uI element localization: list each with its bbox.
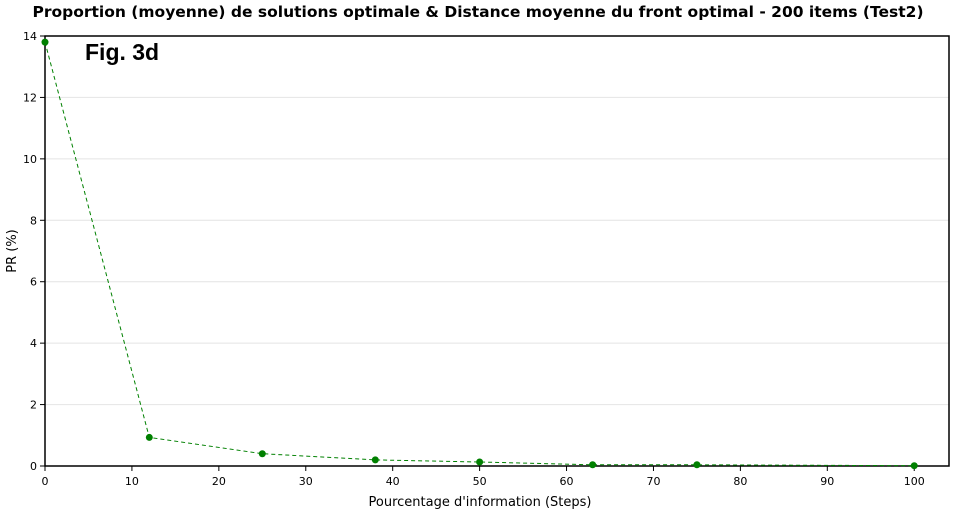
y-tick-label: 2 [30, 399, 37, 412]
data-point [910, 462, 918, 470]
x-axis-label: Pourcentage d'information (Steps) [369, 495, 592, 510]
data-point [258, 450, 266, 458]
data-point [145, 433, 153, 441]
y-tick-label: 4 [30, 337, 37, 350]
data-point [371, 456, 379, 464]
x-tick-label: 50 [473, 475, 487, 488]
y-axis-label: PR (%) [5, 229, 20, 273]
x-tick-label: 70 [646, 475, 660, 488]
x-tick-label: 20 [212, 475, 226, 488]
x-tick-label: 0 [42, 475, 49, 488]
x-tick-label: 10 [125, 475, 139, 488]
y-tick-label: 8 [30, 214, 37, 227]
y-tick-label: 14 [23, 30, 37, 43]
series-group [41, 38, 918, 470]
x-tick-label: 30 [299, 475, 313, 488]
chart-title: Proportion (moyenne) de solutions optima… [32, 3, 924, 21]
x-tick-label: 100 [904, 475, 925, 488]
data-point [693, 461, 701, 469]
y-tick-label: 0 [30, 460, 37, 473]
x-axis-ticks: 0 10 20 30 40 50 60 70 80 90 100 [42, 466, 925, 488]
plot-area [44, 35, 950, 467]
x-tick-label: 90 [820, 475, 834, 488]
series-line [44, 41, 915, 467]
y-axis-ticks: 0 2 4 6 8 10 12 14 [23, 30, 45, 473]
y-tick-label: 12 [23, 91, 37, 104]
x-tick-label: 40 [386, 475, 400, 488]
x-tick-label: 60 [560, 475, 574, 488]
x-tick-label: 80 [733, 475, 747, 488]
y-tick-label: 10 [23, 153, 37, 166]
figure-annotation: Fig. 3d [85, 39, 159, 65]
data-point [41, 38, 49, 46]
gridlines [45, 96, 949, 406]
y-tick-label: 6 [30, 276, 37, 289]
data-point [589, 461, 597, 469]
data-point [476, 458, 484, 466]
